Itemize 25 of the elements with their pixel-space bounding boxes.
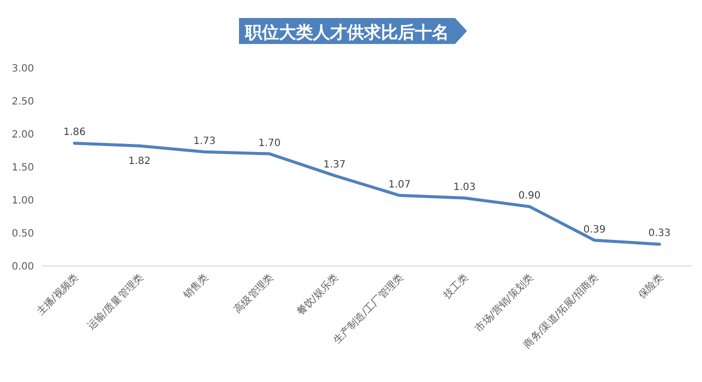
data-label: 1.70 — [258, 138, 281, 149]
data-label: 1.37 — [323, 160, 346, 171]
data-label: 0.90 — [518, 190, 541, 202]
y-tick-label: 0.00 — [12, 262, 34, 272]
y-tick-label: 3.00 — [12, 64, 34, 74]
x-tick-label: 餐饮/娱乐类 — [294, 272, 341, 318]
data-label: 1.03 — [453, 182, 476, 194]
x-tick-label: 高级管理类 — [232, 272, 276, 316]
y-tick-label: 0.50 — [12, 228, 34, 240]
y-tick-label: 1.50 — [12, 162, 34, 174]
data-label: 0.39 — [583, 224, 606, 236]
y-tick-label: 1.00 — [12, 196, 34, 206]
data-label: 1.73 — [193, 136, 216, 147]
x-tick-label: 技工类 — [440, 272, 471, 302]
y-tick-label: 2.00 — [12, 130, 34, 140]
data-label: 1.07 — [388, 179, 411, 190]
data-label: 1.86 — [63, 127, 86, 138]
x-tick-label: 销售类 — [180, 272, 211, 302]
x-tick-label: 主播/视频类 — [34, 272, 81, 318]
y-tick-label: 2.50 — [12, 96, 34, 108]
data-label: 0.33 — [648, 228, 671, 240]
x-tick-label: 保险类 — [636, 272, 666, 302]
data-label: 1.82 — [128, 156, 151, 167]
x-tick-label: 运输/质量管理类 — [85, 272, 146, 332]
chart-title: 职位大类人才供求比后十名 — [244, 23, 449, 43]
